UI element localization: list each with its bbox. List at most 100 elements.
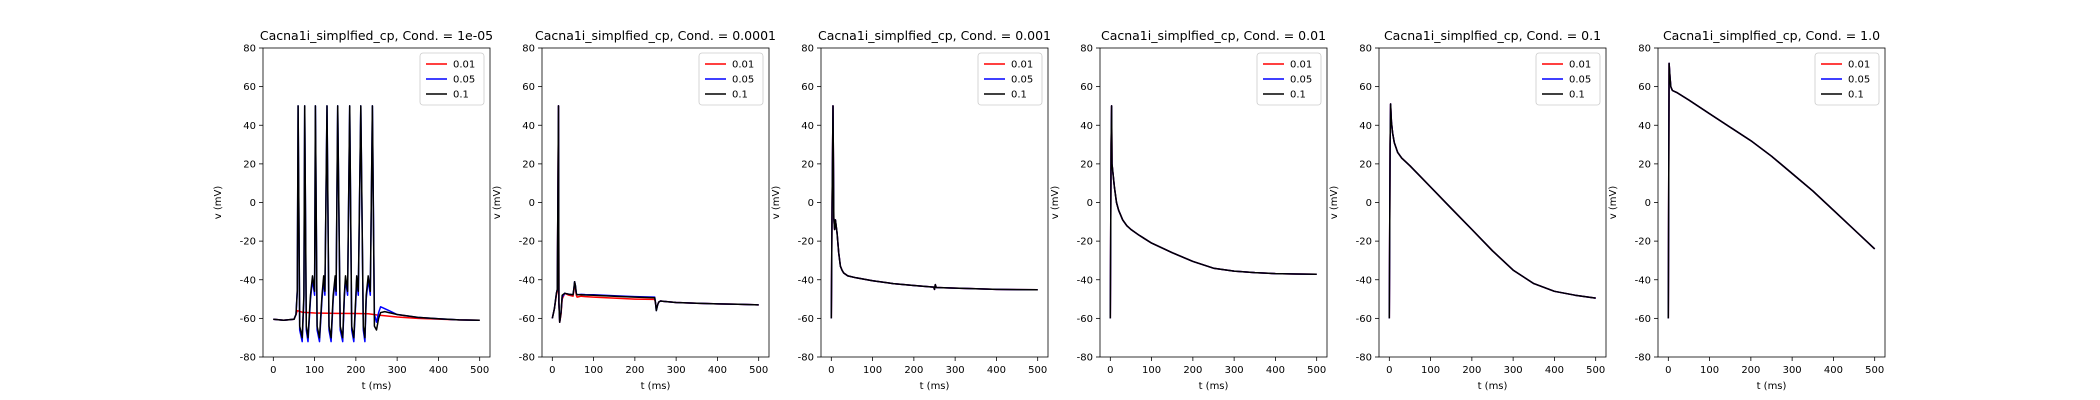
series-line-0.05 [1388, 103, 1596, 319]
series-line-0.01 [551, 105, 759, 323]
y-tick-label: -60 [1356, 314, 1372, 325]
y-tick-label: -60 [240, 314, 256, 325]
x-tick-label: 300 [946, 365, 965, 376]
series-lines [551, 105, 759, 323]
legend: 0.01 0.05 0.1 [1256, 52, 1322, 106]
x-tick-label: 100 [1142, 365, 1161, 376]
y-tick-label: 0 [250, 198, 256, 209]
series-line-0.1 [830, 105, 1038, 319]
x-tick-label: 100 [305, 365, 324, 376]
x-tick-label: 400 [1545, 365, 1564, 376]
x-axis-label: t (ms) [920, 381, 950, 392]
y-axis-label: v (mV) [1608, 186, 1619, 220]
y-tick-label: -60 [1077, 314, 1093, 325]
legend-box [698, 52, 764, 106]
y-tick-label: -60 [798, 314, 814, 325]
y-tick-label: -40 [1077, 275, 1093, 286]
x-tick-label: 200 [1462, 365, 1481, 376]
series-line-0.1 [1667, 62, 1876, 319]
legend: 0.01 0.05 0.1 [698, 52, 764, 106]
y-tick-label: 60 [1080, 82, 1093, 93]
y-tick-label: -40 [519, 275, 535, 286]
chart-title: Cacna1i_simplfied_cp, Cond. = 0.1 [1384, 28, 1601, 43]
y-tick-label: -40 [240, 275, 256, 286]
y-tick-label: -60 [519, 314, 535, 325]
y-axis-label: v (mV) [771, 186, 782, 220]
y-tick-label: 60 [522, 82, 535, 93]
legend-box [1535, 52, 1601, 106]
y-tick-label: 0 [529, 198, 535, 209]
x-tick-label: 500 [1865, 365, 1884, 376]
chart-title: Cacna1i_simplfied_cp, Cond. = 0.001 [818, 28, 1051, 43]
y-tick-label: 80 [522, 44, 535, 55]
series-lines [830, 105, 1038, 319]
legend-box [1814, 52, 1880, 106]
y-tick-label: -20 [1077, 237, 1093, 248]
series-line-0.05 [1109, 105, 1317, 319]
x-axis-label: t (ms) [1757, 381, 1787, 392]
x-axis-label: t (ms) [641, 381, 671, 392]
series-lines [1388, 103, 1596, 319]
series-lines [273, 105, 480, 343]
legend-label: 0.05 [732, 75, 754, 86]
x-tick-label: 0 [549, 365, 555, 376]
y-tick-label: 40 [801, 121, 814, 132]
x-tick-label: 300 [388, 365, 407, 376]
x-tick-label: 300 [667, 365, 686, 376]
legend-label: 0.05 [1290, 75, 1312, 86]
legend-label: 0.01 [1011, 60, 1033, 71]
y-tick-label: -20 [1635, 237, 1651, 248]
x-tick-label: 500 [1307, 365, 1326, 376]
y-tick-label: 80 [801, 44, 814, 55]
y-tick-label: 40 [522, 121, 535, 132]
y-tick-label: 80 [1638, 44, 1651, 55]
y-tick-label: 0 [1087, 198, 1093, 209]
series-lines [1109, 105, 1317, 319]
y-tick-label: -20 [798, 237, 814, 248]
series-line-0.05 [551, 105, 759, 323]
y-tick-label: -80 [798, 353, 814, 364]
x-tick-label: 500 [1028, 365, 1047, 376]
x-tick-label: 200 [346, 365, 365, 376]
x-tick-label: 200 [1741, 365, 1760, 376]
y-tick-label: 80 [243, 44, 256, 55]
legend-label: 0.05 [1848, 75, 1870, 86]
legend-label: 0.01 [1290, 60, 1312, 71]
y-tick-label: 40 [243, 121, 256, 132]
x-tick-label: 0 [828, 365, 834, 376]
y-tick-label: -80 [1356, 353, 1372, 364]
legend-box [419, 52, 485, 106]
y-axis-label: v (mV) [1050, 186, 1061, 220]
x-tick-label: 100 [863, 365, 882, 376]
x-tick-label: 300 [1504, 365, 1523, 376]
x-tick-label: 0 [1386, 365, 1392, 376]
x-tick-label: 400 [987, 365, 1006, 376]
series-line-0.1 [273, 105, 480, 339]
y-tick-label: -60 [1635, 314, 1651, 325]
x-tick-label: 400 [429, 365, 448, 376]
series-line-0.01 [1109, 105, 1317, 319]
y-tick-label: -40 [1635, 275, 1651, 286]
subplot-5: 0 100 200 300 400 500 -80 -60 -40 -20 0 20 40 60 80 Cac… [1329, 28, 1607, 392]
x-tick-label: 500 [1586, 365, 1605, 376]
series-lines [1667, 62, 1876, 319]
y-tick-label: -20 [519, 237, 535, 248]
y-tick-label: 20 [1359, 159, 1372, 170]
y-axis-label: v (mV) [213, 186, 224, 220]
legend-label: 0.1 [1569, 90, 1585, 101]
x-tick-label: 400 [1824, 365, 1843, 376]
x-tick-label: 200 [1183, 365, 1202, 376]
x-tick-label: 500 [470, 365, 489, 376]
y-tick-label: -40 [798, 275, 814, 286]
legend-label: 0.1 [1290, 90, 1306, 101]
legend-label: 0.01 [453, 60, 475, 71]
y-tick-label: 0 [808, 198, 814, 209]
y-axis-label: v (mV) [1329, 186, 1340, 220]
legend-box [1256, 52, 1322, 106]
y-tick-label: 20 [1080, 159, 1093, 170]
y-tick-label: 80 [1080, 44, 1093, 55]
y-tick-label: 80 [1359, 44, 1372, 55]
x-tick-label: 400 [1266, 365, 1285, 376]
x-tick-label: 200 [625, 365, 644, 376]
legend-label: 0.01 [732, 60, 754, 71]
